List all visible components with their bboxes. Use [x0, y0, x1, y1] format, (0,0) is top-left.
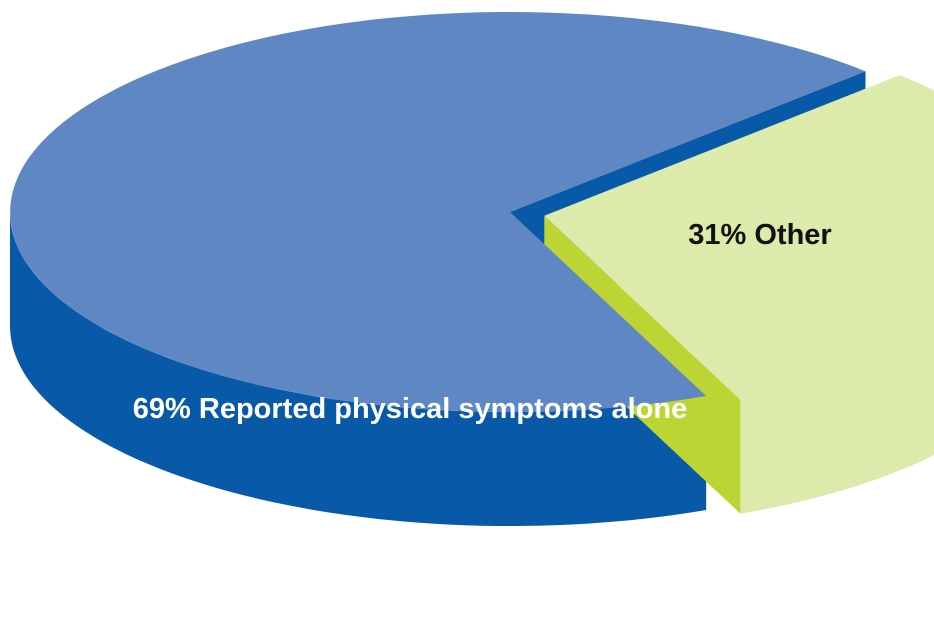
slice-top-physical-symptoms — [10, 11, 866, 412]
slice-top-other — [544, 75, 934, 400]
pie-tops — [10, 11, 934, 412]
slice-label-physical-symptoms: 69% Reported physical symptoms alone — [133, 393, 687, 425]
pie-labels: 69% Reported physical symptoms alone 31%… — [133, 219, 832, 425]
slice-label-other: 31% Other — [688, 219, 831, 251]
slice-side-physical-symptoms — [9, 212, 707, 527]
slice-side-other — [740, 340, 934, 514]
